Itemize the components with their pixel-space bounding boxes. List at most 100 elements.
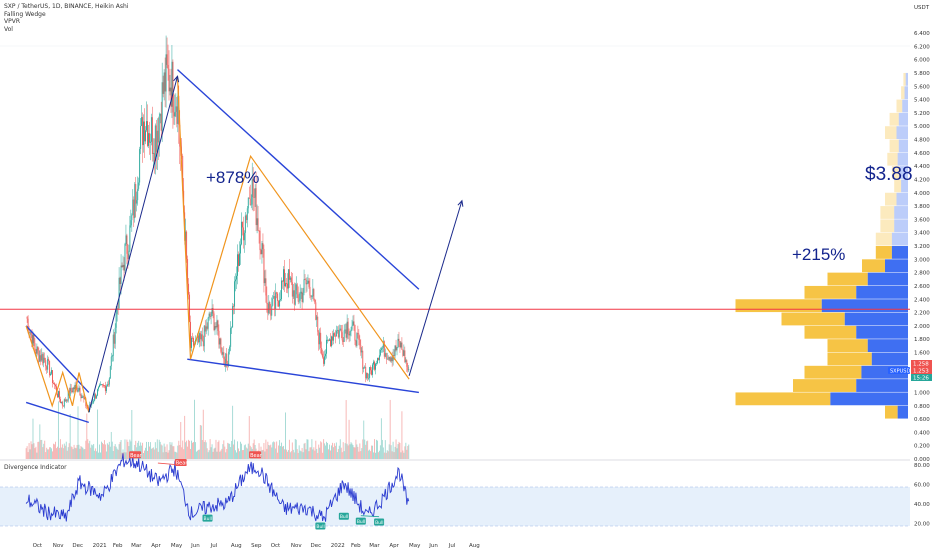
volume-bar [365, 444, 367, 459]
candle-body [252, 179, 254, 198]
volume-bar [261, 450, 263, 459]
oscillator-tick-label: 60.00 [914, 483, 930, 489]
volume-bar [407, 445, 409, 459]
volume-bar [352, 445, 354, 459]
trendlines[interactable] [0, 69, 910, 424]
impulse-trendline[interactable] [408, 200, 463, 376]
price-axis[interactable]: USDT 6.400 6.200 6.000 5.800 5.600 5.400 5.200… [914, 5, 930, 463]
volume-bar [213, 448, 215, 459]
candle-body [150, 117, 152, 142]
candle-body [92, 402, 94, 404]
candle-body [340, 328, 342, 333]
volume-bar [284, 449, 285, 459]
indicator-vol[interactable]: Vol [4, 25, 13, 33]
candle-body [331, 336, 332, 347]
candle-body [207, 317, 209, 329]
volume-bar [123, 452, 125, 459]
volume-bar [83, 449, 85, 459]
target-price-label[interactable]: $3.88 [865, 164, 913, 185]
volume-bar [166, 444, 168, 459]
vpvr-bar-down [867, 339, 908, 353]
wedge-trendline[interactable] [25, 401, 89, 424]
candle-body [323, 357, 325, 364]
volume-bar [322, 452, 324, 459]
candle-body [62, 405, 64, 407]
candle-body [237, 254, 238, 276]
symbol-title[interactable]: SXP / TetherUS, 1D, BINANCE, Heikin Ashi [4, 3, 129, 10]
pattern-line[interactable] [25, 325, 90, 413]
volume-bar [325, 445, 327, 459]
gain-878-label[interactable]: +878% [206, 168, 259, 187]
candle-body [165, 54, 167, 92]
oscillator-title: Divergence Indicator [4, 464, 67, 471]
wedge-trendline[interactable] [187, 358, 419, 394]
candle-body [228, 351, 230, 367]
volume-bar [151, 448, 153, 459]
volume-bar [201, 440, 203, 459]
candle-body [396, 347, 398, 351]
candle-body [173, 112, 175, 117]
candle-body [277, 293, 279, 301]
volume-bar [158, 439, 160, 459]
wedge-trendline[interactable] [177, 69, 420, 290]
candle-body [231, 327, 233, 329]
volume-bar [266, 448, 268, 459]
candle-body [149, 141, 151, 143]
candle-body [400, 342, 402, 348]
volume-bar [165, 451, 167, 459]
candle-body [348, 334, 350, 336]
indicator-vpvr[interactable]: VPVR [4, 18, 20, 26]
volume-bar [287, 450, 289, 459]
volume-bar [185, 442, 187, 459]
volume-bar [387, 451, 389, 459]
pattern-line[interactable] [176, 76, 410, 380]
volume-bar [326, 441, 328, 459]
candle-body [167, 64, 169, 69]
volume-bar [141, 445, 143, 459]
volume-bar [77, 406, 79, 459]
candle-body [74, 384, 76, 390]
candle-body [268, 302, 270, 314]
price-tick-label: 0.000 [914, 457, 930, 463]
volume-bar [162, 452, 164, 459]
impulse-trendline[interactable] [88, 76, 178, 413]
vpvr-bar-down [894, 219, 908, 233]
price-tick-label: 5.200 [914, 111, 930, 117]
time-axis[interactable]: Oct Nov Dec 2021 Feb Mar Apr May Jun Jul Aug Sep Oct… [33, 543, 480, 549]
candle-body [397, 338, 399, 348]
volume-bar [400, 452, 402, 459]
gain-215-label[interactable]: +215% [792, 245, 845, 264]
last-price-badge-1 [911, 360, 932, 367]
candle-body [45, 360, 47, 367]
volume-bar [245, 447, 247, 459]
candle-body [158, 116, 160, 143]
candle-body [320, 332, 322, 349]
volume-bar [330, 450, 331, 459]
volume-bar [392, 441, 394, 459]
volume-bar [127, 441, 129, 459]
volume-bar [135, 440, 137, 459]
volume-bar [128, 446, 130, 459]
volume-bar [190, 448, 191, 459]
candle-body [326, 339, 328, 354]
volume-bar [179, 445, 181, 459]
candle-body [272, 298, 274, 306]
vpvr-bar-down [897, 405, 908, 419]
volume-bar [30, 441, 32, 459]
volume-bar [147, 450, 148, 459]
bull-signal [338, 512, 349, 520]
candle-body [206, 326, 208, 329]
candle-body [302, 292, 304, 302]
candle-body [47, 358, 49, 370]
candle-body [187, 259, 189, 284]
candle-body [29, 332, 31, 334]
candle-body [200, 334, 202, 340]
bear-signal [129, 451, 142, 459]
candle-body [233, 306, 235, 307]
candle-body [331, 336, 333, 341]
indicator-falling-wedge[interactable]: Falling Wedge [4, 10, 46, 18]
wedge-trendline[interactable] [25, 325, 90, 393]
candle-body [308, 280, 310, 287]
candle-body [79, 387, 81, 395]
